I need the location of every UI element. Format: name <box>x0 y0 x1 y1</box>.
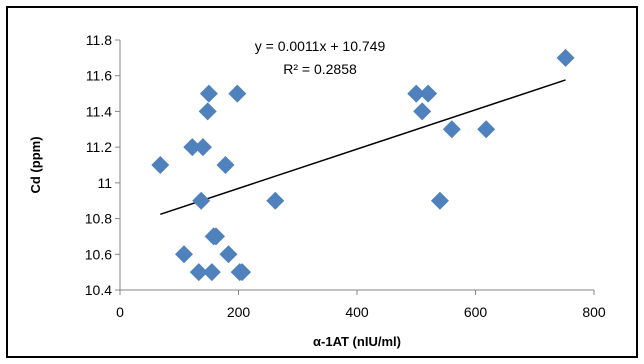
y-axis-title: Cd (ppm) <box>28 136 43 193</box>
data-point <box>219 245 238 264</box>
data-point <box>266 191 285 210</box>
x-tick-label: 600 <box>464 304 488 320</box>
r-squared-label: R² = 0.2858 <box>283 61 357 77</box>
data-points <box>151 48 575 282</box>
data-point <box>442 120 461 139</box>
x-tick-label: 200 <box>227 304 251 320</box>
y-tick-label: 10.4 <box>85 282 112 298</box>
x-axis-title: α-1AT (nIU/ml) <box>313 334 401 349</box>
data-point <box>413 102 432 121</box>
y-tick-label: 11.4 <box>86 103 112 119</box>
trendline-group <box>160 79 566 216</box>
y-tick-label: 10.8 <box>85 211 112 227</box>
data-point <box>228 84 247 103</box>
data-point <box>477 120 496 139</box>
data-point <box>216 156 235 174</box>
data-point <box>199 84 218 103</box>
y-tick-label: 11.8 <box>86 32 112 48</box>
data-point <box>189 263 208 282</box>
data-point <box>174 245 193 264</box>
trendline <box>160 79 566 216</box>
data-point <box>430 191 449 210</box>
data-point <box>193 138 212 157</box>
data-point <box>198 102 217 121</box>
x-tick-label: 800 <box>582 304 606 320</box>
data-point <box>233 263 252 282</box>
data-point <box>151 156 170 174</box>
y-tick-label: 10.6 <box>85 246 112 262</box>
y-tick-label: 11.6 <box>86 68 112 84</box>
y-tick-label: 11 <box>97 175 112 191</box>
data-point <box>206 227 225 246</box>
data-point <box>419 84 438 103</box>
tick-labels: 10.4 10.6 10.8 11 11.2 11.4 11.6 11.8 0 200 400 600… <box>85 32 606 320</box>
x-tick-label: 400 <box>345 304 369 320</box>
x-tick-label: 0 <box>116 304 124 320</box>
data-point <box>192 191 211 210</box>
data-point <box>407 84 426 103</box>
chart-frame <box>6 6 638 358</box>
y-tick-label: 11.2 <box>86 139 112 155</box>
data-point <box>202 263 221 282</box>
data-point <box>183 138 202 157</box>
data-point <box>556 48 575 67</box>
trendline-equation: y = 0.0011x + 10.749 <box>255 38 386 54</box>
